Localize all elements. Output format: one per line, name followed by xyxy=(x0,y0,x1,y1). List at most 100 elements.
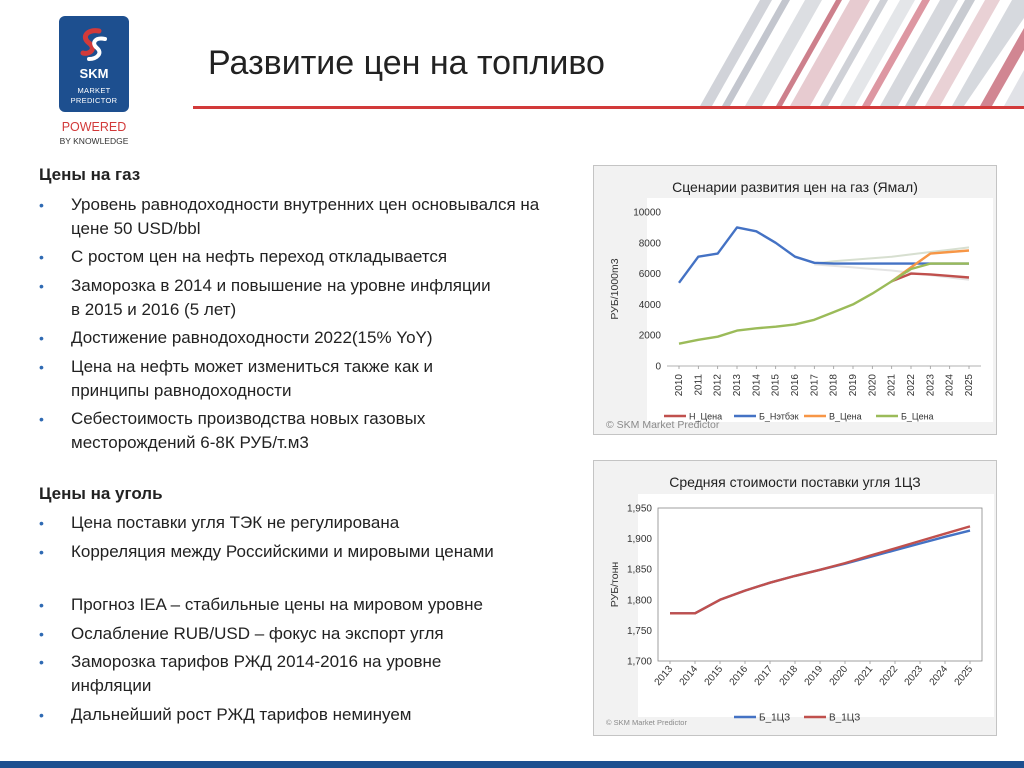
bullet-text: Дальнейший рост РЖД тарифов неминуем xyxy=(71,705,412,724)
y-tick-label: 1,900 xyxy=(627,534,652,545)
list-item: • Дальнейший рост РЖД тарифов неминуем xyxy=(39,703,561,727)
list-item: • С ростом цен на нефть переход откладыва… xyxy=(39,245,561,269)
legend-label: Б_1ЦЗ xyxy=(759,713,790,724)
by-knowledge-text: BY KNOWLEDGE xyxy=(59,136,129,146)
x-tick-label: 2021 xyxy=(887,374,898,397)
y-tick-label: 8000 xyxy=(639,238,662,249)
watermark-text: © SKM Market Predictor xyxy=(606,718,687,727)
plot-area-background xyxy=(647,198,993,422)
x-tick-label: 2014 xyxy=(751,374,762,397)
bullet-icon: • xyxy=(39,707,44,723)
list-item: • Заморозка тарифов РЖД 2014-2016 на уров… xyxy=(39,650,511,698)
x-tick-label: 2012 xyxy=(713,374,724,397)
series-line xyxy=(678,262,969,345)
logo-subtitle: MARKET PREDICTOR xyxy=(59,86,129,106)
logo-brand-text: SKM xyxy=(79,66,109,81)
list-item: • Достижение равнодоходности 2022(15% YoY… xyxy=(39,326,561,350)
bullet-icon: • xyxy=(39,197,44,213)
powered-by-knowledge: POWERED BY KNOWLEDGE xyxy=(40,120,148,148)
x-tick-label: 2020 xyxy=(867,374,878,397)
coal-heading: Цены на уголь xyxy=(39,484,163,503)
faint-scenario-line xyxy=(814,263,970,281)
y-axis-label: РУБ/1000m3 xyxy=(609,258,621,319)
x-tick-label: 2022 xyxy=(906,374,917,397)
bullet-icon: • xyxy=(39,544,44,560)
y-tick-label: 4000 xyxy=(639,300,662,311)
bullet-text: Заморозка тарифов РЖД 2014-2016 на уровн… xyxy=(71,652,442,695)
faint-scenario-line xyxy=(814,246,970,265)
logo-sub-line2: PREDICTOR xyxy=(70,96,118,105)
title-underline xyxy=(193,106,1024,109)
x-tick-label: 2025 xyxy=(964,374,975,397)
y-tick-label: 0 xyxy=(655,362,661,373)
list-item: • Прогноз IEA – стабильные цены на мирово… xyxy=(39,593,571,617)
x-tick-label: 2023 xyxy=(925,374,936,397)
chart-title: Средняя стоимости поставки угля 1ЦЗ xyxy=(669,474,920,490)
x-tick-label: 2017 xyxy=(809,374,820,397)
x-tick-label: 2015 xyxy=(771,374,782,397)
coal-price-chart: Средняя стоимости поставки угля 1ЦЗ 1,700… xyxy=(606,474,994,727)
skm-logo: SKM MARKET PREDICTOR xyxy=(59,16,129,112)
x-tick-label: 2010 xyxy=(674,374,685,397)
y-tick-label: 10000 xyxy=(633,208,661,219)
watermark-text: © SKM Market Predictor xyxy=(606,419,720,431)
bullet-text: Себестоимость производства новых газовых… xyxy=(71,409,426,452)
x-tick-label: 2013 xyxy=(732,374,743,397)
y-tick-label: 2000 xyxy=(639,331,662,342)
series-line xyxy=(670,525,971,615)
bullet-icon: • xyxy=(39,597,44,613)
bullet-icon: • xyxy=(39,626,44,642)
page-title: Развитие цен на топливо xyxy=(208,44,605,82)
y-axis-label: РУБ/тонн xyxy=(609,562,621,608)
x-tick-label: 2018 xyxy=(829,374,840,397)
x-tick-label: 2024 xyxy=(945,374,956,397)
y-tick-label: 1,950 xyxy=(627,504,652,515)
bullet-text: Достижение равнодоходности 2022(15% YoY) xyxy=(71,328,433,347)
list-item: • Цена поставки угля ТЭК не регулирована xyxy=(39,511,561,535)
bullet-icon: • xyxy=(39,411,44,427)
list-item: • Корреляция между Российскими и мировыми… xyxy=(39,540,531,564)
bullet-text: Прогноз IEA – стабильные цены на мировом… xyxy=(71,595,483,614)
bullet-icon: • xyxy=(39,249,44,265)
bullet-icon: • xyxy=(39,278,44,294)
logo-sub-line1: MARKET xyxy=(77,86,111,95)
chart-title: Сценарии развития цен на газ (Ямал) xyxy=(672,179,918,195)
legend-label: Н_Цена xyxy=(689,412,722,422)
x-tick-label: 2016 xyxy=(790,374,801,397)
plot-area-background xyxy=(638,494,994,717)
gas-chart-panel: Сценарии развития цен на газ (Ямал) 0 2000… xyxy=(593,165,997,435)
header-stripes xyxy=(700,0,1024,106)
legend-label: В_Цена xyxy=(829,412,862,422)
x-tick-label: 2011 xyxy=(693,374,704,396)
bottom-bar xyxy=(0,761,1024,768)
legend-label: В_1ЦЗ xyxy=(829,713,860,724)
bullet-text: Уровень равнодоходности внутренних цен о… xyxy=(71,195,540,238)
bullet-text: Цена на нефть может измениться также как… xyxy=(71,357,434,400)
bullet-text: Ослабление RUB/USD – фокус на экспорт уг… xyxy=(71,624,444,643)
gas-price-chart: Сценарии развития цен на газ (Ямал) 0 2000… xyxy=(606,179,993,431)
y-tick-label: 1,850 xyxy=(627,565,652,576)
bullet-icon: • xyxy=(39,515,44,531)
y-tick-label: 1,750 xyxy=(627,626,652,637)
legend-label: Б_Нэтбэк xyxy=(759,412,799,422)
bullet-icon: • xyxy=(39,654,44,670)
bullet-icon: • xyxy=(39,330,44,346)
powered-text: POWERED xyxy=(61,120,127,134)
series-line xyxy=(678,226,969,284)
list-item: • Заморозка в 2014 и повышение на уровне … xyxy=(39,274,491,322)
list-item: • Уровень равнодоходности внутренних цен … xyxy=(39,193,561,241)
y-tick-label: 1,700 xyxy=(627,657,652,668)
bullet-text: Заморозка в 2014 и повышение на уровне и… xyxy=(71,276,491,319)
x-tick-label: 2019 xyxy=(848,374,859,397)
legend-label: Б_Цена xyxy=(901,412,934,422)
bullet-icon: • xyxy=(39,359,44,375)
bullet-text: Корреляция между Российскими и мировыми … xyxy=(71,542,494,561)
skm-logo-mark-icon xyxy=(80,28,107,61)
series-line xyxy=(891,272,970,283)
y-tick-label: 1,800 xyxy=(627,595,652,606)
y-tick-label: 6000 xyxy=(639,269,662,280)
gas-heading: Цены на газ xyxy=(39,165,141,184)
list-item: • Цена на нефть может измениться также ка… xyxy=(39,355,511,403)
bullet-text: Цена поставки угля ТЭК не регулирована xyxy=(71,513,400,532)
list-item: • Ослабление RUB/USD – фокус на экспорт у… xyxy=(39,622,561,646)
